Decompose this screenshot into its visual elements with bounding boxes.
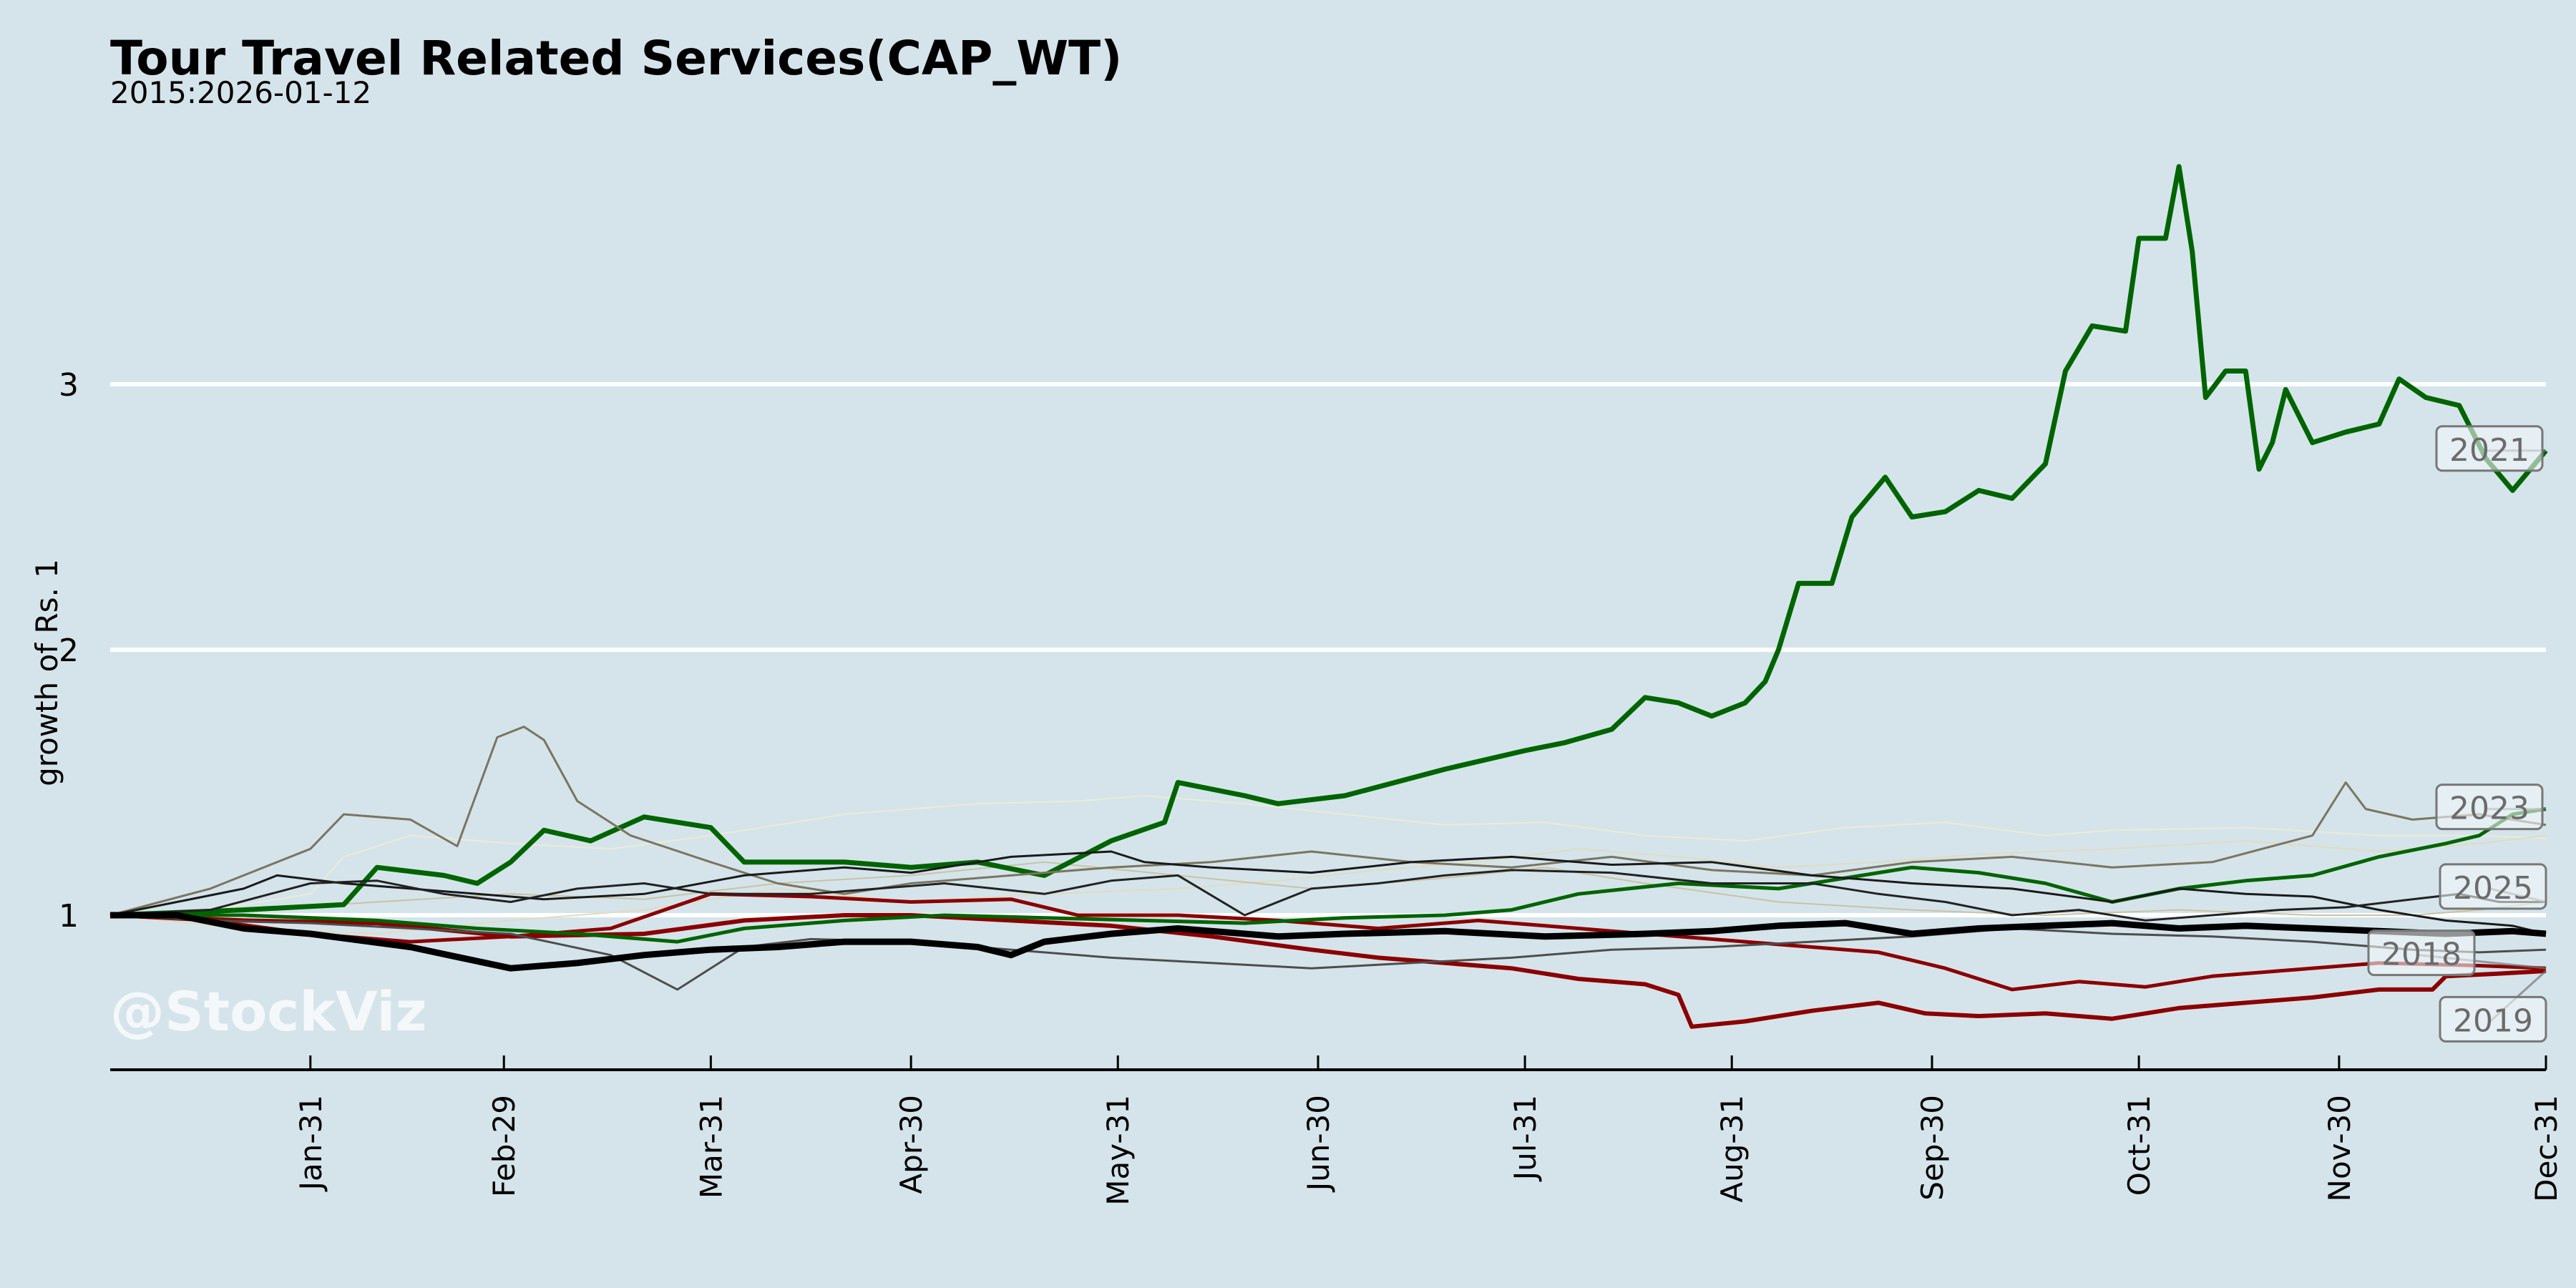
label-text: 2023 <box>2449 791 2529 827</box>
y-axis-label: growth of Rs. 1 <box>29 559 64 786</box>
series-line-2015 <box>109 795 2547 916</box>
label-text: 2025 <box>2453 870 2533 907</box>
series-lines <box>109 164 2548 1029</box>
label-box <box>2435 425 2544 472</box>
y-tick-label: 1 <box>59 898 79 935</box>
gridlines <box>110 382 2546 917</box>
y-tick-label: 3 <box>59 367 79 404</box>
x-tick-label: Mar-31 <box>693 1095 728 1199</box>
x-tick-label: Jan-31 <box>293 1095 328 1192</box>
series-line-2019 <box>109 913 2547 1029</box>
series-line-2016 <box>109 834 2547 935</box>
series-line-2025 <box>109 869 2546 922</box>
y-tick-label: 2 <box>59 633 79 669</box>
x-ticks: Jan-31 Feb-29 Mar-31 Apr-30 May-31 Jun-30 Jul-… <box>293 1055 2564 1206</box>
series-line-2026 <box>110 912 2547 972</box>
series-line-2021 <box>109 164 2548 918</box>
label-box <box>2439 863 2547 910</box>
series-line-2023 <box>110 807 2547 944</box>
year-label-2023: 2023 <box>2435 784 2546 831</box>
x-tick-label: Dec-31 <box>2529 1095 2564 1202</box>
x-tick-label: Jun-30 <box>1301 1095 1336 1193</box>
series-line-2022 <box>109 726 2547 917</box>
x-tick-label: Aug-31 <box>1714 1095 1750 1203</box>
x-tick-label: Nov-30 <box>2322 1095 2357 1201</box>
year-label-2018: 2018 <box>2367 930 2547 977</box>
year-labels: 2021 2023 2025 2018 2019 <box>2367 425 2547 1043</box>
series-line-2017 <box>109 861 2547 916</box>
chart-title: Tour Travel Related Services(CAP_WT) <box>110 31 1122 86</box>
x-tick-label: Oct-31 <box>2122 1095 2157 1196</box>
year-label-2025: 2025 <box>2439 863 2547 910</box>
x-tick-label: Sep-30 <box>1915 1095 1950 1201</box>
watermark: @StockViz <box>110 980 427 1043</box>
x-tick-label: Feb-29 <box>487 1095 522 1197</box>
series-line-2018 <box>109 892 2547 992</box>
year-label-2021: 2021 <box>2435 425 2546 472</box>
label-text: 2019 <box>2453 1002 2533 1039</box>
year-label-2019: 2019 <box>2439 970 2547 1043</box>
series-line-2020 <box>109 914 2547 991</box>
x-tick-label: Apr-30 <box>894 1095 929 1194</box>
x-tick-label: Jul-31 <box>1508 1095 1543 1182</box>
chart-subtitle: 2015:2026-01-12 <box>110 75 371 110</box>
label-box <box>2367 930 2476 977</box>
x-tick-label: May-31 <box>1101 1095 1136 1206</box>
label-text: 2018 <box>2381 937 2462 973</box>
label-box <box>2439 995 2547 1043</box>
y-ticks: 1 2 3 <box>59 367 79 935</box>
label-text: 2021 <box>2449 432 2529 469</box>
label-box <box>2435 784 2544 831</box>
